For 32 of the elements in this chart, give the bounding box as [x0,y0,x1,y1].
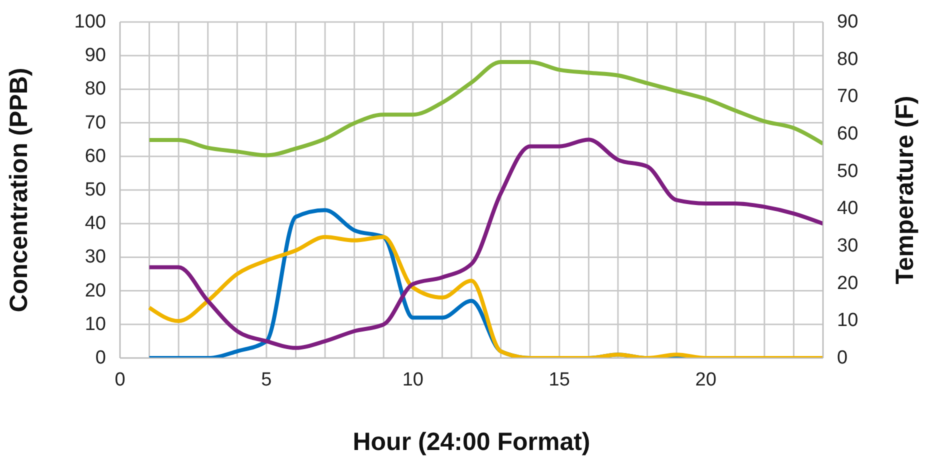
y-tick-label: 90 [84,45,106,66]
x-axis-title: Hour (24:00 Format) [352,428,590,456]
line-series [147,138,823,350]
y-tick-label: 50 [84,180,106,200]
y-tick-label: 60 [84,146,106,167]
y-tick-label: 80 [84,78,106,100]
y-tick-label: 10 [84,314,106,335]
y-axis-title: Concentration (PPB) [4,68,33,312]
x-tick-label: 5 [261,370,272,390]
y2-tick-label: 70 [837,86,858,108]
y2-tick-label: 90 [837,12,858,32]
line-series [147,60,823,158]
y2-tick-label: 20 [837,272,858,294]
y-tick-label: 0 [95,348,106,368]
y2-axis-title: Temperature (F) [891,96,919,284]
y2-tick-label: 50 [837,160,858,182]
y2-tick-label: 0 [837,348,848,368]
y2-tick-label: 30 [837,236,858,256]
y2-tick-label: 40 [837,198,858,220]
y2-tick-label: 80 [837,48,858,70]
y-tick-label: 30 [84,246,106,268]
y2-tick-label: 60 [837,124,858,144]
line-series [147,235,823,358]
y2-tick-label: 10 [837,310,858,332]
y-tick-label: 40 [84,213,106,234]
x-tick-label: 15 [548,370,570,390]
x-tick-label: 10 [402,370,424,390]
y-tick-label: 70 [84,112,106,134]
x-tick-label: 0 [114,370,126,390]
y-tick-label: 100 [74,12,106,32]
y-tick-label: 20 [84,280,106,302]
x-tick-label: 20 [695,370,716,390]
